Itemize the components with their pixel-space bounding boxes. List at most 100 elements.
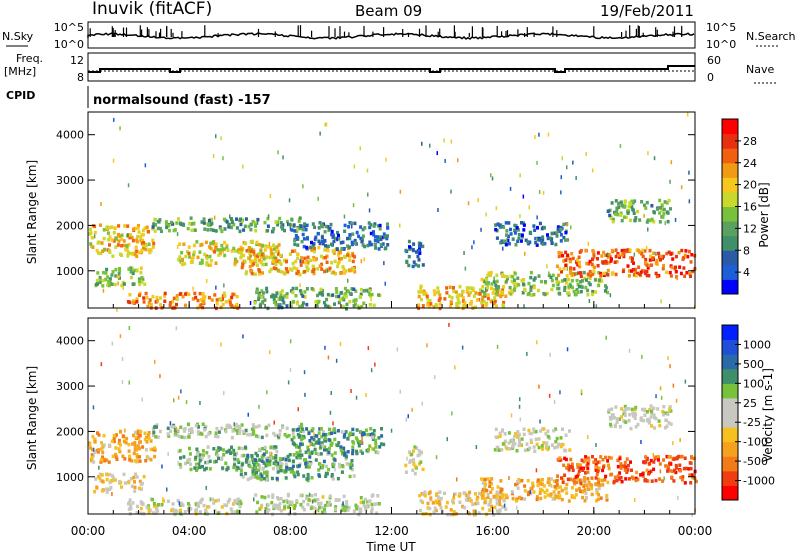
echo-cell bbox=[449, 508, 453, 512]
echo-cell bbox=[581, 468, 585, 472]
echo-cell bbox=[436, 286, 440, 290]
echo-cell bbox=[543, 226, 546, 230]
echo-cell bbox=[235, 259, 239, 264]
echo-cell bbox=[284, 458, 288, 462]
echo-cell bbox=[418, 453, 422, 457]
echo-cell bbox=[579, 289, 583, 294]
echo-cell bbox=[278, 461, 282, 466]
colorbar-swatch bbox=[722, 235, 738, 251]
echo-cell bbox=[517, 438, 521, 442]
echo-cell bbox=[276, 223, 280, 227]
echo-cell bbox=[142, 246, 146, 250]
echo-cell bbox=[317, 245, 321, 250]
echo-cell bbox=[215, 426, 219, 431]
echo-cell bbox=[659, 254, 663, 259]
echo-cell bbox=[296, 432, 300, 437]
scatter-cell bbox=[311, 499, 314, 504]
scatter-cell bbox=[166, 487, 168, 492]
echo-cell bbox=[265, 471, 269, 476]
scatter-cell bbox=[473, 240, 475, 245]
echo-cell bbox=[384, 246, 388, 250]
echo-cell bbox=[311, 244, 315, 248]
echo-cell bbox=[343, 223, 347, 228]
echo-cell bbox=[662, 458, 665, 462]
echo-cell bbox=[151, 225, 155, 229]
echo-cell bbox=[280, 225, 283, 229]
echo-cell bbox=[419, 499, 423, 503]
echo-cell bbox=[554, 427, 558, 431]
scatter-cell bbox=[406, 456, 408, 461]
echo-cell bbox=[411, 248, 415, 253]
echo-cell bbox=[512, 281, 516, 285]
echo-cell bbox=[234, 510, 238, 514]
echo-cell bbox=[253, 465, 257, 470]
echo-cell bbox=[333, 458, 337, 462]
echo-cell bbox=[350, 242, 354, 247]
scatter-cell bbox=[475, 445, 478, 449]
scatter-cell bbox=[450, 139, 453, 144]
echo-cell bbox=[498, 499, 501, 503]
echo-cell bbox=[646, 479, 650, 483]
echo-cell bbox=[594, 468, 598, 472]
scatter-cell bbox=[116, 307, 118, 312]
echo-cell bbox=[571, 468, 575, 472]
echo-cell bbox=[437, 290, 440, 294]
echo-cell bbox=[448, 285, 452, 289]
echo-cell bbox=[627, 269, 631, 273]
echo-cell bbox=[615, 206, 619, 210]
echo-cell bbox=[198, 456, 202, 461]
scatter-cell bbox=[475, 509, 477, 514]
echo-cell bbox=[564, 281, 568, 285]
echo-cell bbox=[620, 248, 624, 253]
scatter-cell bbox=[691, 512, 693, 517]
echo-cell bbox=[271, 466, 275, 471]
echo-cell bbox=[648, 248, 652, 253]
echo-cell bbox=[650, 217, 654, 222]
echo-cell bbox=[118, 267, 121, 271]
echo-cell bbox=[199, 510, 202, 514]
echo-cell bbox=[603, 455, 607, 460]
echo-cell bbox=[105, 477, 109, 482]
echo-cell bbox=[132, 451, 136, 456]
echo-cell bbox=[304, 227, 308, 232]
echo-cell bbox=[435, 290, 439, 295]
echo-cell bbox=[595, 488, 599, 492]
echo-cell bbox=[260, 503, 264, 508]
echo-cell bbox=[691, 269, 695, 274]
echo-cell bbox=[663, 200, 667, 204]
echo-cell bbox=[540, 444, 544, 448]
echo-cell bbox=[352, 287, 356, 291]
scatter-cell bbox=[669, 179, 671, 184]
echo-cell bbox=[351, 449, 355, 453]
echo-cell bbox=[662, 207, 666, 212]
echo-cell bbox=[158, 296, 162, 300]
echo-cell bbox=[181, 503, 185, 507]
scatter-cell bbox=[471, 245, 473, 250]
echo-cell bbox=[668, 405, 672, 409]
echo-cell bbox=[214, 247, 217, 251]
echo-cell bbox=[413, 471, 417, 476]
echo-cell bbox=[682, 266, 686, 270]
freq-trace bbox=[88, 65, 695, 73]
echo-cell bbox=[326, 304, 330, 309]
echo-cell bbox=[297, 219, 301, 223]
echo-cell bbox=[632, 273, 636, 277]
echo-cell bbox=[144, 448, 148, 452]
echo-cell bbox=[269, 245, 273, 250]
echo-cell bbox=[596, 477, 600, 482]
echo-cell bbox=[339, 241, 343, 245]
echo-cell bbox=[342, 446, 346, 450]
echo-cell bbox=[178, 434, 182, 439]
echo-cell bbox=[174, 511, 177, 515]
echo-cell bbox=[204, 434, 208, 439]
echo-cell bbox=[225, 243, 229, 248]
echo-cell bbox=[110, 478, 114, 483]
echo-cell bbox=[263, 220, 267, 225]
echo-cell bbox=[139, 270, 143, 275]
echo-cell bbox=[101, 270, 105, 275]
echo-cell bbox=[570, 486, 574, 490]
echo-cell bbox=[552, 428, 556, 433]
echo-cell bbox=[420, 297, 423, 302]
echo-cell bbox=[494, 283, 498, 287]
